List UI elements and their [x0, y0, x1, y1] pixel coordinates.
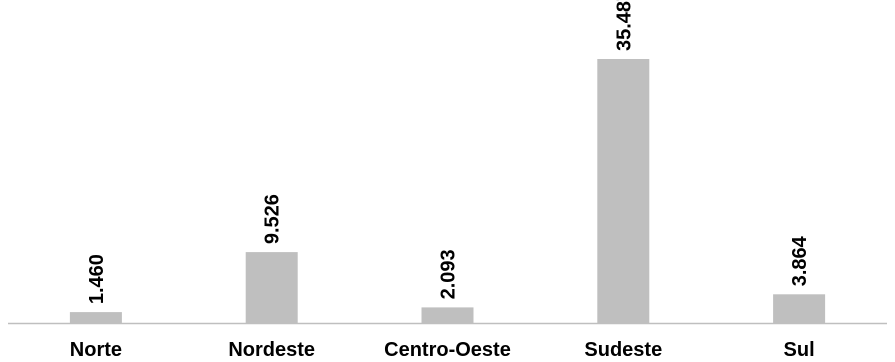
category-label-sudeste: Sudeste — [584, 339, 662, 361]
bar-sudeste — [597, 59, 650, 323]
value-label-nordeste: 9.526 — [262, 194, 284, 244]
value-label-norte: 1.460 — [86, 254, 108, 304]
category-label-nordeste: Nordeste — [228, 339, 315, 361]
bar-centro-oeste — [421, 307, 474, 323]
category-label-sul: Sul — [784, 339, 815, 361]
bar-sul — [773, 294, 826, 323]
bars-group — [69, 59, 826, 323]
category-label-centro-oeste: Centro-Oeste — [384, 339, 511, 361]
bar-nordeste — [245, 252, 298, 323]
value-labels-group: 1.460 9.526 2.093 35.487 3.864 — [86, 0, 811, 304]
category-labels-group: Norte Nordeste Centro-Oeste Sudeste Sul — [70, 339, 815, 361]
bar-norte — [69, 312, 122, 323]
value-label-sudeste: 35.487 — [613, 0, 635, 51]
category-label-norte: Norte — [70, 339, 122, 361]
value-label-centro-oeste: 2.093 — [438, 249, 460, 299]
value-label-sul: 3.864 — [789, 235, 811, 286]
